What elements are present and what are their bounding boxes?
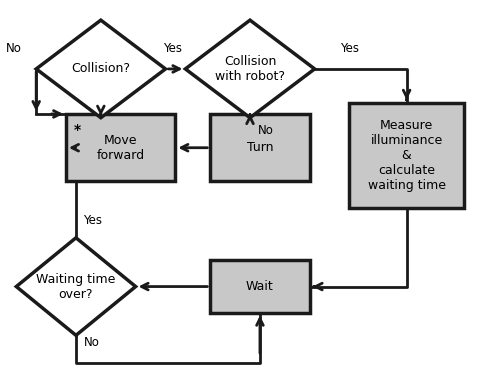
Polygon shape: [36, 20, 166, 118]
Text: No: No: [258, 124, 274, 137]
Text: Measure
illuminance
&
calculate
waiting time: Measure illuminance & calculate waiting …: [368, 119, 446, 192]
Text: Wait: Wait: [246, 280, 274, 293]
Text: Move
forward: Move forward: [96, 134, 145, 162]
Polygon shape: [186, 20, 314, 118]
Text: Waiting time
over?: Waiting time over?: [36, 273, 116, 301]
Text: Yes: Yes: [340, 42, 359, 55]
Text: Collision
with robot?: Collision with robot?: [215, 55, 285, 83]
Text: *: *: [74, 123, 80, 137]
Text: Yes: Yes: [164, 42, 182, 55]
Text: No: No: [6, 42, 22, 55]
Text: Collision?: Collision?: [72, 62, 130, 76]
FancyBboxPatch shape: [66, 114, 176, 181]
Polygon shape: [16, 238, 136, 335]
Text: Yes: Yes: [84, 214, 102, 228]
FancyBboxPatch shape: [350, 103, 464, 208]
FancyBboxPatch shape: [210, 114, 310, 181]
Text: No: No: [84, 336, 100, 349]
FancyBboxPatch shape: [210, 260, 310, 313]
Text: Turn: Turn: [246, 141, 273, 154]
